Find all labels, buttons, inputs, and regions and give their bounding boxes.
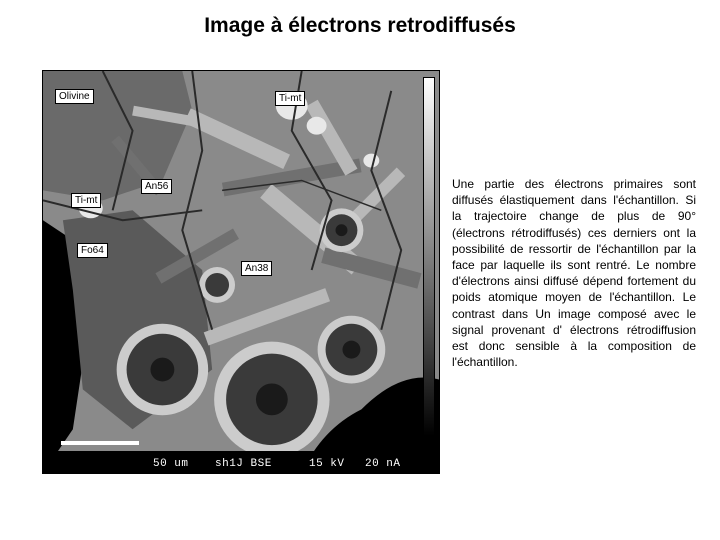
label-ti-mt-left: Ti-mt (71, 193, 101, 208)
footer-sample: sh1J BSE (215, 458, 272, 470)
bse-micrograph: Olivine Ti-mt Ti-mt An56 An38 Fo64 50 um… (42, 70, 440, 474)
label-an38: An38 (241, 261, 272, 276)
footer-current: 20 nA (365, 458, 401, 470)
page-title: Image à électrons retrodiffusés (0, 14, 720, 38)
description-paragraph: Une partie des électrons primaires sont … (452, 176, 696, 370)
scale-bar (61, 441, 139, 445)
footer-kv: 15 kV (309, 458, 345, 470)
label-fo64: Fo64 (77, 243, 108, 258)
label-olivine: Olivine (55, 89, 94, 104)
label-an56: An56 (141, 179, 172, 194)
footer-scale: 50 um (153, 458, 189, 470)
grayscale-ramp (423, 77, 435, 437)
label-ti-mt-top: Ti-mt (275, 91, 305, 106)
